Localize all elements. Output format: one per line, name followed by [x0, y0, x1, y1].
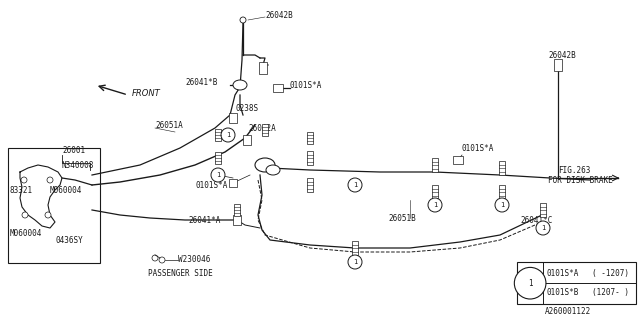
Text: 1: 1: [500, 202, 504, 208]
Text: 26042B: 26042B: [265, 11, 292, 20]
Text: A260001122: A260001122: [545, 308, 591, 316]
Text: 83321: 83321: [10, 186, 33, 195]
Bar: [540, 203, 546, 217]
Text: 1: 1: [226, 132, 230, 138]
Bar: [307, 178, 313, 192]
Text: M060004: M060004: [50, 186, 83, 195]
Text: 26042A: 26042A: [248, 124, 276, 132]
Text: 1: 1: [528, 279, 532, 288]
Text: N340008: N340008: [62, 161, 94, 170]
Bar: [517, 262, 636, 304]
Bar: [234, 204, 240, 216]
Bar: [432, 185, 438, 199]
Text: 26041*C: 26041*C: [520, 215, 552, 225]
Text: 1: 1: [353, 182, 357, 188]
Bar: [243, 135, 251, 145]
Circle shape: [348, 255, 362, 269]
Text: 26041*A: 26041*A: [188, 215, 220, 225]
Text: 0101S*A: 0101S*A: [195, 180, 227, 189]
Bar: [215, 129, 221, 141]
Bar: [307, 132, 313, 144]
Text: 26001: 26001: [62, 146, 85, 155]
Circle shape: [45, 212, 51, 218]
Text: 1: 1: [216, 172, 220, 178]
Bar: [499, 185, 505, 199]
Text: 1: 1: [353, 259, 357, 265]
Text: 0101S*B: 0101S*B: [547, 288, 579, 297]
Circle shape: [221, 128, 235, 142]
Bar: [233, 215, 241, 225]
Bar: [229, 113, 237, 123]
Bar: [229, 179, 237, 187]
Circle shape: [536, 221, 550, 235]
Ellipse shape: [255, 158, 275, 172]
Text: 0101S*A: 0101S*A: [547, 269, 579, 278]
Circle shape: [240, 17, 246, 23]
Bar: [453, 156, 463, 164]
Circle shape: [22, 212, 28, 218]
Text: 0101S*A: 0101S*A: [290, 81, 323, 90]
Text: 1: 1: [541, 225, 545, 231]
Text: 26041*B: 26041*B: [185, 77, 218, 86]
Text: 0238S: 0238S: [235, 103, 258, 113]
Text: W230046: W230046: [178, 255, 211, 265]
Bar: [259, 62, 267, 74]
Ellipse shape: [266, 165, 280, 175]
Circle shape: [348, 178, 362, 192]
Text: ( -1207): ( -1207): [592, 269, 628, 278]
Text: M060004: M060004: [10, 228, 42, 237]
Bar: [352, 241, 358, 255]
Text: 26051B: 26051B: [388, 213, 416, 222]
Bar: [215, 152, 221, 164]
Text: FRONT: FRONT: [132, 89, 161, 98]
Bar: [8, 148, 100, 263]
Ellipse shape: [233, 80, 247, 90]
Text: 26051A: 26051A: [155, 121, 183, 130]
Bar: [432, 158, 438, 172]
Circle shape: [428, 198, 442, 212]
Text: FIG.263: FIG.263: [558, 165, 590, 174]
Circle shape: [495, 198, 509, 212]
Text: 26042B: 26042B: [548, 51, 576, 60]
Bar: [499, 161, 505, 175]
Text: PASSENGER SIDE: PASSENGER SIDE: [148, 268, 212, 277]
Bar: [262, 124, 268, 136]
Bar: [273, 84, 283, 92]
Circle shape: [21, 177, 27, 183]
Bar: [307, 151, 313, 165]
Text: FOR DISK BRAKE: FOR DISK BRAKE: [548, 175, 612, 185]
Text: (1207- ): (1207- ): [592, 288, 628, 297]
Text: 0436SY: 0436SY: [55, 236, 83, 244]
Circle shape: [211, 168, 225, 182]
Circle shape: [515, 268, 546, 299]
Text: 0101S*A: 0101S*A: [462, 143, 494, 153]
Circle shape: [47, 177, 53, 183]
Bar: [554, 59, 562, 71]
Text: 1: 1: [433, 202, 437, 208]
